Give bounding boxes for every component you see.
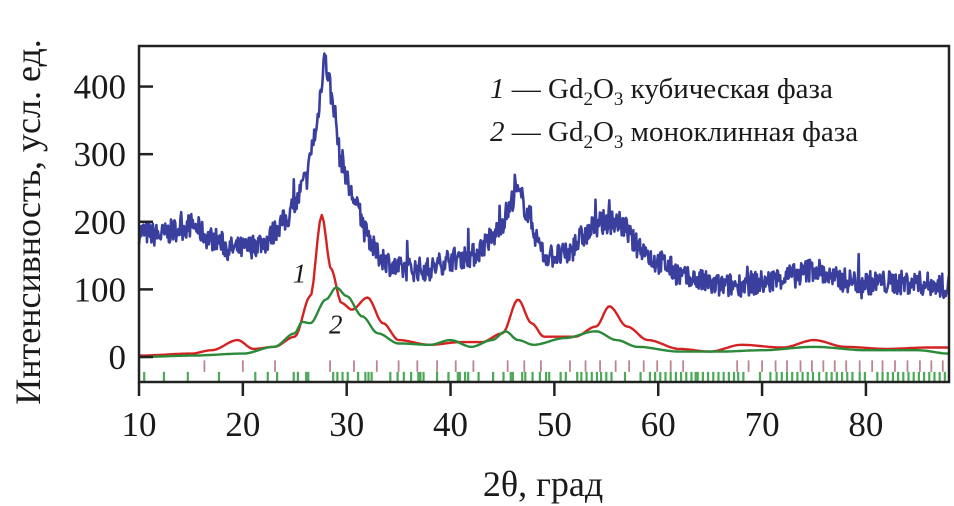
x-tick-label: 50 [537, 405, 572, 444]
axes: 10 20 30 40 50 60 70 80 0 100 200 300 400 [74, 68, 884, 444]
x-tick-label: 10 [122, 405, 157, 444]
y-tick-label: 100 [74, 270, 127, 309]
x-tick-label: 20 [225, 405, 260, 444]
y-axis-label: Интенсивность, усл. ед. [8, 39, 48, 405]
x-axis-label: 2θ, град [483, 464, 603, 504]
y-tick-label: 200 [74, 203, 127, 242]
x-tick-label: 60 [641, 405, 676, 444]
legend-entry-2: 2 — Gd2O3 моноклинная фаза [490, 116, 858, 153]
x-tick-label: 40 [433, 405, 468, 444]
legend-entry-1: 1 — Gd2O3 кубическая фаза [490, 73, 833, 110]
y-tick-label: 400 [74, 68, 127, 107]
curve-label-2: 2 [329, 309, 343, 339]
y-tick-label: 0 [109, 338, 127, 377]
plot-frame [137, 44, 951, 384]
x-tick-label: 70 [745, 405, 780, 444]
legend: 1 — Gd2O3 кубическая фаза 2 — Gd2O3 моно… [490, 73, 858, 153]
plot-marks: 12 [137, 52, 951, 382]
reference-ticks-phase-1 [203, 360, 944, 372]
reference-ticks-phase-2 [143, 371, 946, 382]
x-tick-label: 80 [848, 405, 883, 444]
series-line-experimental [137, 52, 951, 300]
series-line-2 [139, 286, 949, 359]
curve-label-1: 1 [293, 259, 307, 289]
y-tick-label: 300 [74, 135, 127, 174]
x-tick-label: 30 [329, 405, 364, 444]
